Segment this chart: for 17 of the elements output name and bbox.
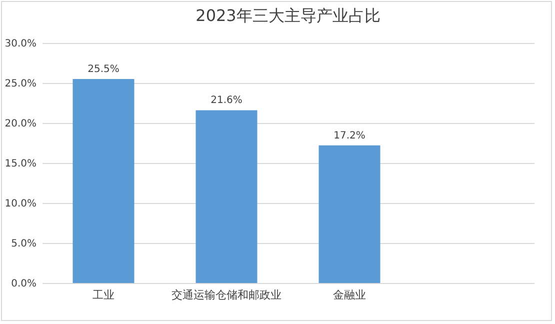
bar (196, 110, 258, 283)
y-tick-label: 25.0% (4, 78, 36, 90)
data-label: 17.2% (334, 130, 366, 142)
y-tick-label: 20.0% (4, 118, 36, 130)
x-tick-label: 工业 (92, 288, 114, 302)
y-tick-label: 15.0% (4, 158, 36, 170)
data-label: 21.6% (210, 95, 242, 106)
data-label: 25.5% (88, 64, 120, 75)
y-tick-label: 5.0% (11, 238, 36, 250)
y-tick-label: 0.0% (11, 278, 36, 290)
y-tick-label: 10.0% (4, 198, 36, 210)
x-tick-label: 交通运输仓储和邮政业 (172, 288, 282, 302)
bar (72, 79, 134, 283)
chart-title: 2023年三大主导产业占比 (196, 6, 380, 25)
x-tick-label: 金融业 (333, 288, 366, 302)
bar (318, 145, 380, 283)
y-tick-label: 30.0% (4, 38, 36, 50)
